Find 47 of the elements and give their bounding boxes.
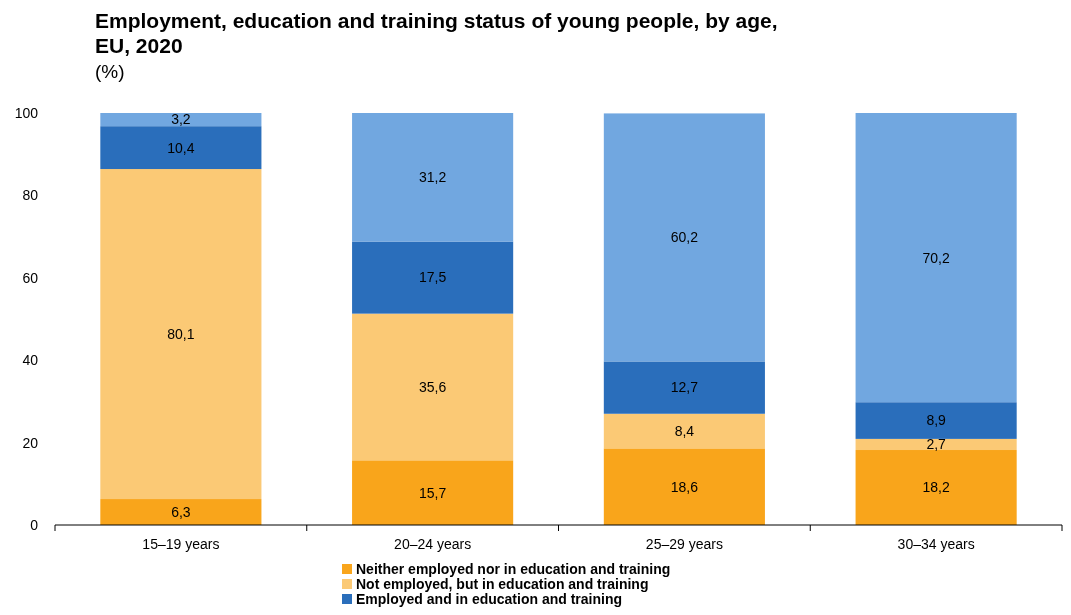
data-label: 15,7: [419, 484, 447, 501]
legend-label: Employed and in education and training: [356, 591, 623, 607]
data-label: 12,7: [670, 379, 699, 396]
y-tick-label: 0: [30, 516, 39, 533]
bar: [100, 126, 262, 170]
bar: [603, 448, 765, 525]
bar: [855, 402, 1017, 439]
bar: [603, 413, 765, 449]
y-tick-label: 80: [22, 187, 39, 204]
bar: [100, 113, 262, 127]
data-label: 8,9: [926, 412, 947, 429]
bar: [603, 113, 765, 362]
bar: [352, 313, 514, 461]
x-tick-label: 20–24 years: [394, 536, 472, 552]
data-label: 10,4: [167, 139, 195, 156]
bar: [352, 113, 514, 242]
bar: [855, 438, 1017, 451]
x-tick-label: 25–29 years: [645, 536, 723, 552]
x-tick-label: 15–19 years: [142, 536, 220, 552]
bar: [100, 499, 262, 525]
legend-label: Neither employed nor in education and training: [356, 561, 671, 577]
bar: [352, 241, 514, 314]
bar: [855, 450, 1017, 525]
chart-subtitle: (%): [95, 61, 125, 82]
data-label: 80,1: [167, 325, 195, 342]
data-label: 2,7: [926, 436, 947, 453]
y-tick-label: 60: [22, 269, 39, 286]
y-tick-label: 40: [22, 352, 39, 369]
bar: [100, 169, 262, 500]
data-label: 6,3: [171, 503, 191, 520]
y-tick-label: 20: [22, 434, 39, 451]
chart-title: Employment, education and training status of young people, by age, EU, 2020: [95, 9, 778, 57]
data-label: 8,4: [674, 422, 695, 439]
y-tick-label: 100: [14, 104, 39, 121]
data-label: 3,2: [171, 111, 191, 128]
bar: [352, 460, 514, 525]
data-label: 31,2: [419, 169, 447, 186]
data-label: 18,2: [922, 479, 950, 496]
data-label: 17,5: [419, 269, 447, 286]
data-label: 70,2: [922, 249, 950, 266]
bar: [855, 113, 1017, 403]
data-label: 35,6: [419, 378, 447, 395]
x-tick-label: 30–34 years: [897, 536, 975, 552]
data-label: 18,6: [670, 478, 699, 495]
bar: [603, 361, 765, 414]
legend-label: Not employed, but in education and training: [356, 576, 649, 592]
data-label: 60,2: [670, 229, 699, 246]
